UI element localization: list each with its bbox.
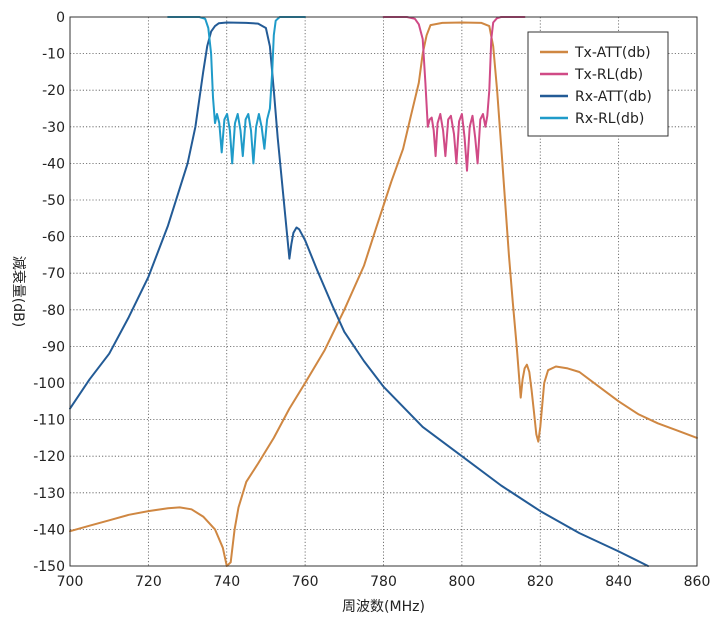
y-tick-label: -80 bbox=[42, 303, 65, 319]
legend-label: Rx-ATT(db) bbox=[575, 89, 652, 105]
y-tick-labels: 0 -10 -20 -30 -40 -50 -60 -70 -80 -90 -100 -110 -120… bbox=[33, 10, 65, 575]
y-tick-label: -20 bbox=[42, 83, 65, 99]
y-tick-label: -90 bbox=[42, 339, 65, 355]
x-tick-label: 740 bbox=[213, 574, 240, 590]
series-line-tx-rl-db bbox=[382, 16, 526, 172]
y-tick-label: -110 bbox=[33, 413, 65, 429]
y-tick-label: -40 bbox=[42, 156, 65, 172]
y-tick-label: -120 bbox=[33, 449, 65, 465]
y-tick-label: -60 bbox=[42, 230, 65, 246]
y-tick-label: -150 bbox=[33, 559, 65, 575]
series-line-tx-att-db bbox=[69, 21, 698, 567]
x-tick-label: 820 bbox=[527, 574, 554, 590]
y-tick-label: 0 bbox=[56, 10, 65, 26]
y-tick-label: -70 bbox=[42, 266, 65, 282]
y-tick-label: -140 bbox=[33, 522, 65, 538]
x-axis-title: 周波数(MHz) bbox=[342, 599, 425, 615]
x-tick-labels: 700 720 740 760 780 800 820 840 860 bbox=[57, 574, 711, 590]
legend-label: Rx-RL(db) bbox=[575, 111, 644, 127]
y-tick-label: -50 bbox=[42, 193, 65, 209]
plot-frame bbox=[69, 16, 698, 567]
x-tick-label: 720 bbox=[135, 574, 162, 590]
x-tick-label: 760 bbox=[292, 574, 319, 590]
legend: Tx-ATT(db) Tx-RL(db) Rx-ATT(db) Rx-RL(db) bbox=[527, 31, 669, 137]
legend-label: Tx-ATT(db) bbox=[574, 45, 651, 61]
y-tick-label: -10 bbox=[42, 47, 65, 63]
series-line-rx-rl-db bbox=[167, 16, 307, 165]
x-tick-label: 860 bbox=[684, 574, 711, 590]
x-tick-label: 700 bbox=[57, 574, 84, 590]
x-tick-label: 840 bbox=[605, 574, 632, 590]
legend-label: Tx-RL(db) bbox=[574, 67, 643, 83]
series-lines bbox=[69, 16, 698, 567]
series-line-rx-att-db bbox=[69, 21, 649, 567]
y-tick-label: -30 bbox=[42, 120, 65, 136]
x-tick-label: 780 bbox=[370, 574, 397, 590]
y-tick-label: -100 bbox=[33, 376, 65, 392]
x-tick-label: 800 bbox=[449, 574, 476, 590]
y-tick-label: -130 bbox=[33, 486, 65, 502]
y-axis-title: 減衰量(dB) bbox=[10, 256, 27, 327]
